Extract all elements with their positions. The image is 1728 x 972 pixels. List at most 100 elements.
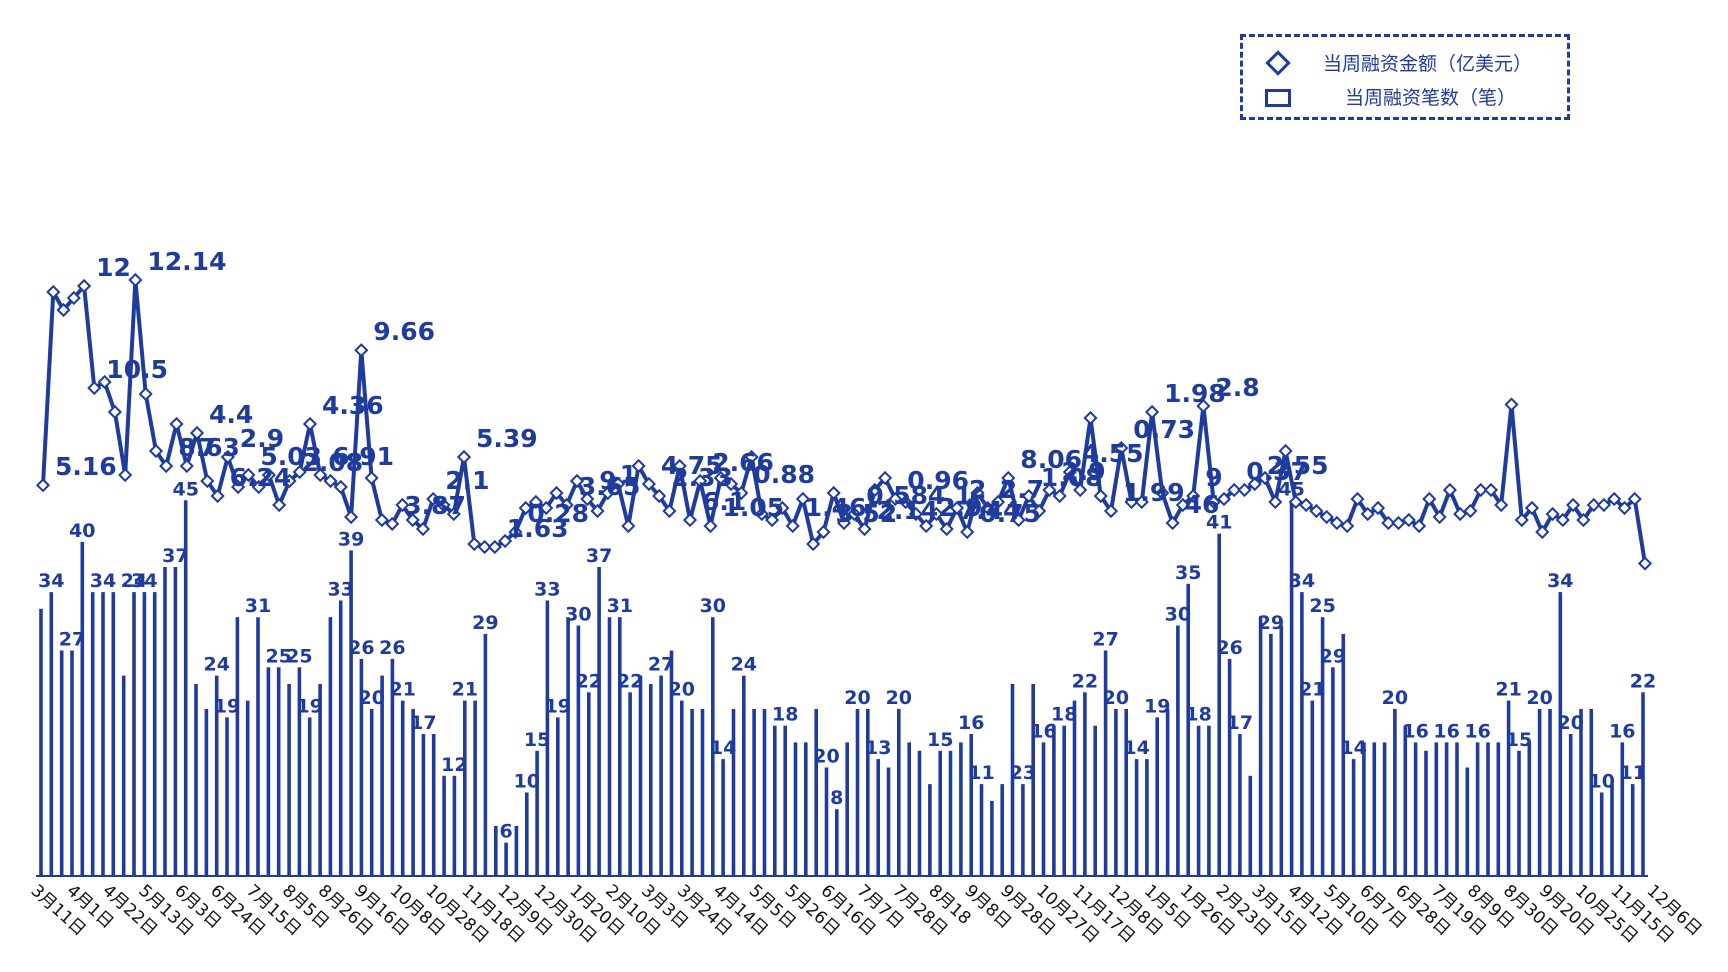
bar-19 [235, 617, 240, 876]
line-point-118 [1247, 476, 1262, 492]
line-point-57 [621, 518, 636, 534]
line-point-88 [939, 521, 954, 537]
bar-data-label-10: 31 [245, 595, 271, 617]
line-point-79 [847, 506, 862, 522]
bar-data-label-5: 34 [131, 570, 157, 592]
line-point-109 [1155, 485, 1170, 501]
line-data-label-7: 6.24 [230, 463, 292, 492]
bar-data-label-38: 24 [731, 654, 757, 676]
bar-data-label-78: 10 [1588, 771, 1614, 793]
line-point-149 [1566, 497, 1581, 513]
line-point-21 [251, 479, 266, 495]
line-point-10 [138, 386, 153, 402]
line-point-35 [395, 497, 410, 513]
bar-94 [1010, 684, 1015, 876]
line-point-25 [292, 464, 307, 480]
line-data-label-25: 2.66 [712, 448, 774, 477]
line-data-label-42: 4.55 [1082, 439, 1144, 468]
line-data-label-4: 8.63 [178, 433, 240, 462]
bar-data-label-32: 31 [607, 595, 633, 617]
line-point-105 [1114, 440, 1129, 456]
line-point-66 [713, 470, 728, 486]
line-point-142 [1494, 497, 1509, 513]
line-data-label-26: 1.05 [723, 493, 785, 522]
bar-data-label-45: 15 [927, 729, 953, 751]
line-point-111 [1175, 497, 1190, 513]
bar-6 [101, 592, 105, 876]
bar-data-label-51: 22 [1072, 670, 1098, 692]
bar-40 [452, 775, 457, 876]
bar-129 [1372, 742, 1377, 876]
bar-54 [597, 567, 601, 876]
bar-data-label-16: 26 [348, 637, 374, 659]
bar-data-label-23: 29 [472, 612, 498, 634]
bar-110 [1176, 625, 1180, 876]
line-data-label-18: 0.28 [527, 499, 589, 528]
bar-119 [1269, 633, 1273, 876]
line-point-38 [426, 491, 441, 507]
bar-139 [1475, 742, 1480, 876]
line-point-100 [1062, 464, 1077, 480]
bar-70 [762, 709, 767, 876]
line-point-125 [1319, 509, 1334, 525]
line-point-144 [1514, 512, 1529, 528]
line-data-label-29: 3.52 [836, 499, 898, 528]
line-point-101 [1073, 482, 1088, 498]
line-point-134 [1412, 518, 1427, 534]
line-data-label-50: 2.55 [1267, 451, 1329, 480]
bar-102 [1093, 725, 1097, 876]
bar-77 [835, 809, 839, 876]
bar-data-label-31: 37 [586, 545, 612, 567]
bar-data-label-47: 11 [968, 762, 994, 784]
line-point-123 [1299, 497, 1314, 513]
bar-90 [969, 734, 973, 876]
bar-33 [380, 675, 384, 876]
bar-150 [1589, 709, 1594, 876]
line-point-39 [436, 497, 451, 513]
line-data-label-32: 0.96 [907, 466, 969, 495]
line-point-52 [569, 473, 585, 489]
bar-81 [876, 759, 880, 876]
line-point-7 [107, 404, 122, 420]
line-point-13 [169, 416, 184, 432]
line-point-73 [785, 518, 800, 534]
bar-data-label-55: 19 [1144, 695, 1170, 717]
line-point-60 [652, 488, 667, 504]
bar-data-label-13: 19 [296, 695, 322, 717]
line-point-41 [456, 449, 472, 465]
bar-10 [142, 592, 147, 876]
bar-30 [349, 550, 353, 876]
bar-95 [1021, 784, 1025, 876]
bar-88 [948, 750, 953, 877]
line-point-85 [908, 506, 923, 522]
bar-147 [1558, 592, 1563, 876]
bar-126 [1341, 633, 1346, 876]
bar-data-label-43: 13 [865, 737, 891, 759]
line-point-117 [1237, 482, 1252, 498]
line-point-104 [1103, 503, 1119, 519]
line-point-33 [374, 512, 389, 528]
bar-data-label-67: 29 [1320, 645, 1346, 667]
bar-63 [690, 709, 694, 876]
bar-146 [1548, 709, 1552, 876]
line-point-106 [1124, 494, 1139, 510]
bar-72 [783, 725, 787, 876]
line-point-115 [1216, 491, 1232, 507]
bar-120 [1279, 625, 1284, 876]
bar-data-label-57: 35 [1175, 562, 1201, 584]
bar-75 [814, 709, 818, 876]
bar-data-label-40: 20 [813, 746, 839, 768]
line-data-label-3: 12.14 [147, 247, 226, 276]
line-point-102 [1083, 410, 1098, 426]
line-point-15 [189, 425, 205, 441]
line-point-91 [970, 485, 985, 501]
line-point-69 [744, 449, 759, 465]
line-point-30 [344, 509, 359, 525]
line-point-48 [528, 494, 543, 510]
bar-9 [132, 592, 136, 876]
line-data-label-16: 5.39 [476, 424, 538, 453]
bar-data-label-29: 30 [565, 604, 591, 626]
line-point-98 [1042, 482, 1057, 498]
line-point-32 [364, 470, 379, 486]
bar-11 [152, 592, 157, 876]
